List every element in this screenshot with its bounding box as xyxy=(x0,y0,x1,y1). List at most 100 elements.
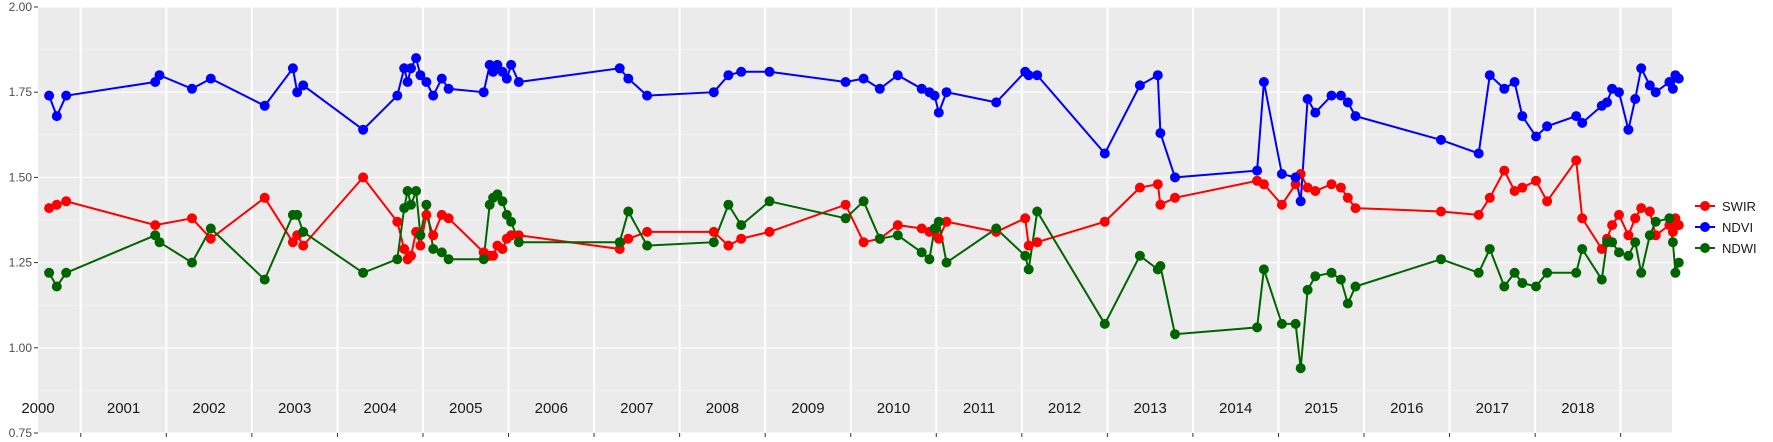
data-point-ndwi xyxy=(840,213,851,224)
year-label: 2018 xyxy=(1561,400,1594,417)
data-point-ndwi xyxy=(1614,247,1624,258)
data-point-ndvi xyxy=(1436,134,1446,145)
data-point-ndvi xyxy=(1134,80,1145,91)
data-point-ndvi xyxy=(259,100,270,111)
data-point-ndvi xyxy=(1258,77,1269,87)
data-point-ndwi xyxy=(1326,267,1337,278)
data-point-ndwi xyxy=(1670,267,1681,278)
data-point-ndwi xyxy=(1577,244,1588,254)
data-point-ndwi xyxy=(402,186,413,196)
data-point-ndvi xyxy=(1484,70,1495,81)
data-point-swir xyxy=(1023,240,1034,251)
data-point-ndwi xyxy=(1276,318,1287,329)
data-point-swir xyxy=(892,220,903,231)
data-point-ndvi xyxy=(1571,111,1582,122)
data-point-ndwi xyxy=(51,281,62,292)
data-point-ndwi xyxy=(1295,363,1306,374)
data-point-ndvi xyxy=(1350,111,1361,122)
data-point-ndvi xyxy=(1517,111,1528,122)
data-point-ndvi xyxy=(941,87,952,98)
data-point-swir xyxy=(1531,175,1541,186)
data-point-ndwi xyxy=(406,199,416,210)
data-point-ndvi xyxy=(1542,121,1553,132)
data-point-ndwi xyxy=(924,254,935,265)
data-point-ndvi xyxy=(492,59,503,70)
data-point-ndvi xyxy=(436,73,447,84)
data-point-swir xyxy=(298,240,309,251)
data-point-swir xyxy=(443,213,454,224)
data-point-swir xyxy=(736,233,747,244)
data-point-swir xyxy=(1607,220,1618,231)
data-point-ndvi xyxy=(1302,94,1313,104)
data-point-swir xyxy=(1326,179,1337,190)
data-point-ndvi xyxy=(428,90,439,101)
data-point-ndwi xyxy=(1350,281,1361,292)
data-point-ndwi xyxy=(1099,318,1110,329)
data-point-ndvi xyxy=(501,73,512,84)
data-point-ndvi xyxy=(292,87,303,98)
data-point-swir xyxy=(187,213,197,224)
data-point-swir xyxy=(1099,216,1110,227)
data-point-swir xyxy=(1542,196,1553,207)
data-point-swir xyxy=(358,172,369,183)
year-label: 2013 xyxy=(1133,400,1166,417)
data-point-ndvi xyxy=(187,83,197,94)
data-point-ndvi xyxy=(392,90,403,101)
data-point-ndwi xyxy=(642,240,653,251)
data-point-ndwi xyxy=(61,267,72,278)
data-point-ndwi xyxy=(1155,261,1166,271)
data-point-ndwi xyxy=(1650,216,1661,227)
data-point-swir xyxy=(764,226,775,237)
data-point-ndwi xyxy=(933,216,944,227)
data-point-ndvi xyxy=(1673,73,1684,84)
legend: SWIR NDVI NDWI xyxy=(1695,199,1757,256)
year-label: 2003 xyxy=(278,400,311,417)
data-point-ndvi xyxy=(513,77,524,87)
data-point-ndvi xyxy=(1335,90,1346,101)
data-point-ndvi xyxy=(1310,107,1321,118)
data-point-ndwi xyxy=(1302,284,1313,295)
data-point-swir xyxy=(1667,226,1678,237)
data-point-swir xyxy=(421,209,432,220)
data-point-ndvi xyxy=(205,73,216,84)
data-point-ndvi xyxy=(933,107,944,118)
data-point-ndvi xyxy=(1152,70,1163,81)
data-point-ndvi xyxy=(929,90,940,101)
year-label: 2000 xyxy=(21,400,54,417)
data-point-swir xyxy=(1134,182,1145,193)
year-label: 2014 xyxy=(1219,400,1252,417)
data-point-ndwi xyxy=(1020,250,1031,261)
data-point-ndvi xyxy=(358,124,369,135)
data-point-swir xyxy=(488,250,499,261)
data-point-ndwi xyxy=(1436,254,1446,265)
data-point-ndvi xyxy=(478,87,489,98)
data-point-ndwi xyxy=(736,220,747,231)
data-point-ndwi xyxy=(623,206,634,217)
data-point-ndwi xyxy=(298,226,309,237)
data-point-ndwi xyxy=(941,257,952,268)
year-label: 2015 xyxy=(1305,400,1338,417)
data-point-swir xyxy=(392,216,403,227)
data-point-ndvi xyxy=(443,83,454,94)
year-label: 2002 xyxy=(192,400,225,417)
y-tick-label: 1.00 xyxy=(9,341,33,355)
data-point-ndvi xyxy=(1602,97,1612,108)
data-point-swir xyxy=(1644,206,1655,217)
data-point-ndwi xyxy=(478,254,489,265)
data-point-ndvi xyxy=(642,90,653,101)
data-point-ndvi xyxy=(1614,87,1624,98)
data-point-swir xyxy=(1614,209,1624,220)
data-point-swir xyxy=(51,199,62,210)
series-line-swir xyxy=(48,157,1680,262)
data-point-ndwi xyxy=(1258,264,1269,275)
legend-key-point xyxy=(1700,243,1710,253)
year-labels: 2000 2001 2002 2003 2004 2005 2006 2007 2008 2009… xyxy=(21,400,1594,417)
legend-label: NDVI xyxy=(1722,220,1753,235)
data-point-ndwi xyxy=(1596,274,1607,285)
data-point-swir xyxy=(1517,182,1528,193)
data-point-ndvi xyxy=(1342,97,1353,108)
data-point-ndwi xyxy=(292,209,303,220)
data-point-swir xyxy=(1020,213,1031,224)
data-point-swir xyxy=(1335,182,1346,193)
